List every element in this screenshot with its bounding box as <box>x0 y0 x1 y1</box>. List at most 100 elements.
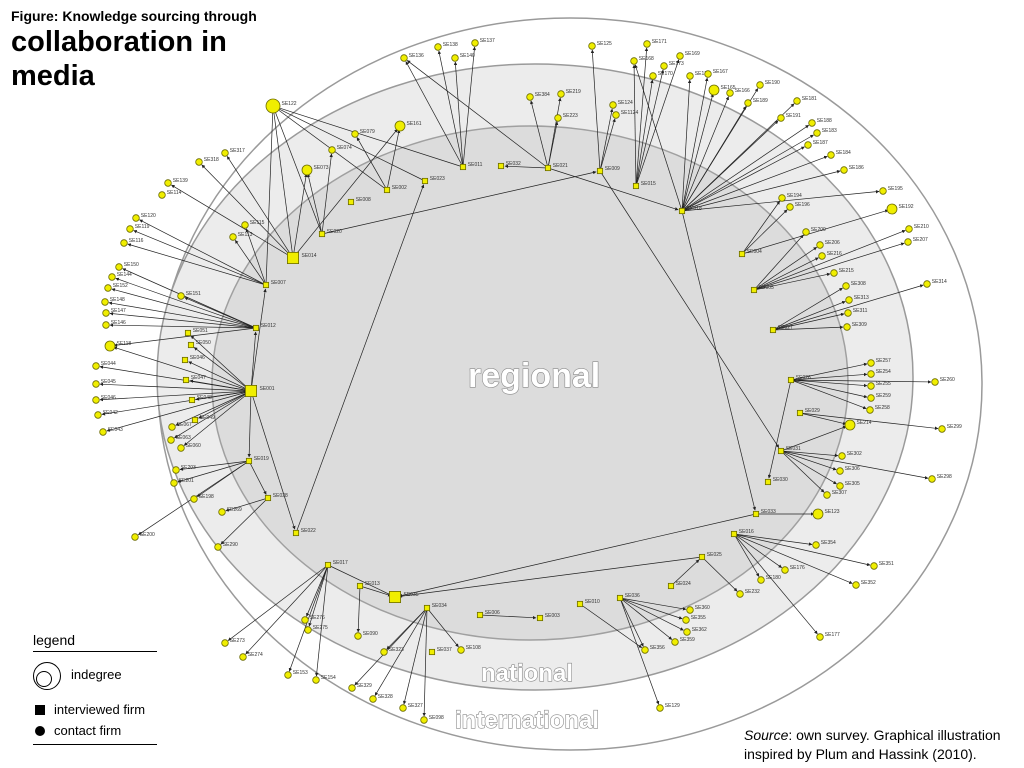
contact-firm-dot <box>115 263 123 271</box>
contact-firm-dot <box>301 164 313 176</box>
contact-firm-dot <box>931 378 939 386</box>
node-label: SE060 <box>186 443 201 449</box>
node-se328: SE328 <box>369 694 393 703</box>
contact-firm-dot <box>757 576 765 584</box>
node-se323: SE323 <box>380 647 404 656</box>
edge-se009-se1124 <box>599 118 616 172</box>
node-label: SE116 <box>129 238 144 244</box>
node-se067: SE067 <box>168 422 192 431</box>
node-se152: SE152 <box>104 283 128 292</box>
contact-firm-dot <box>823 491 831 499</box>
node-se305: SE305 <box>836 481 860 490</box>
node-label: SE257 <box>876 358 891 364</box>
node-label: SE170 <box>658 71 673 77</box>
node-se329: SE329 <box>348 683 372 692</box>
contact-firm-dot <box>102 321 110 329</box>
node-se308: SE308 <box>842 281 866 290</box>
edge-se011-se122 <box>276 106 464 168</box>
node-se192: SE192 <box>886 203 914 215</box>
node-se001: SE001 <box>244 384 275 397</box>
contact-firm-dot <box>99 428 107 436</box>
interviewed-firm-square <box>769 326 777 334</box>
node-label: SE1124 <box>621 110 639 116</box>
node-label: SE021 <box>553 163 568 169</box>
contact-firm-dot <box>420 716 428 724</box>
node-se108: SE108 <box>457 645 481 654</box>
edge-se018-se191 <box>681 120 779 212</box>
node-label: SE153 <box>293 670 308 676</box>
contact-firm-dot <box>284 671 292 679</box>
edge-se036-se129 <box>619 597 660 705</box>
edge-se034-se108 <box>426 607 459 648</box>
edge-se006-se003 <box>479 614 537 620</box>
edge-se004-se196 <box>741 209 788 255</box>
interviewed-firm-square <box>318 230 326 238</box>
node-label: SE200 <box>140 532 155 538</box>
node-label: SE001 <box>260 386 275 392</box>
edge-se018-se189 <box>681 106 747 212</box>
node-label: SE028 <box>273 493 288 499</box>
node-se254: SE254 <box>867 369 891 378</box>
node-se010: SE010 <box>576 599 600 608</box>
node-se210: SE210 <box>905 224 929 233</box>
interviewed-firm-square <box>678 207 686 215</box>
edge-se002-se079 <box>356 137 388 191</box>
interviewed-firm-square <box>356 582 364 590</box>
contact-firm-dot <box>164 179 172 187</box>
node-label: SE184 <box>836 150 851 156</box>
node-se318: SE318 <box>195 157 219 166</box>
edge-se012-se152 <box>111 288 257 329</box>
edge-se014-se139 <box>171 184 294 259</box>
contact-firm-dot <box>104 284 112 292</box>
node-label: SE032 <box>506 161 521 167</box>
contact-firm-dot <box>844 419 856 431</box>
node-se125: SE125 <box>588 41 612 50</box>
node-label: SE020 <box>327 229 342 235</box>
edge-se015-se171 <box>635 47 649 187</box>
node-se014: SE014 <box>286 251 317 264</box>
node-se090: SE090 <box>354 631 378 640</box>
node-label: SE317 <box>230 148 245 154</box>
contact-firm-dot <box>214 543 222 551</box>
legend-interviewed-label: interviewed firm <box>54 702 146 717</box>
contact-firm-dot <box>554 114 562 122</box>
contact-firm-dot <box>804 141 812 149</box>
interviewed-firm-square <box>244 384 257 397</box>
contact-firm-dot <box>170 479 178 487</box>
contact-firm-dot <box>354 632 362 640</box>
node-label: SE050 <box>196 340 211 346</box>
node-label: SE045 <box>101 379 116 385</box>
contact-firm-dot <box>842 282 850 290</box>
node-se351: SE351 <box>870 561 894 570</box>
node-label: SE188 <box>817 118 832 124</box>
node-label: SE042 <box>103 410 118 416</box>
node-label: SE049 <box>200 415 215 421</box>
node-label: SE210 <box>914 224 929 230</box>
node-label: SE154 <box>321 675 336 681</box>
node-label: SE191 <box>786 113 801 119</box>
edge-se012-se151 <box>184 297 257 329</box>
interviewed-firm-square <box>764 478 772 486</box>
edge-se012-se144 <box>115 277 257 329</box>
node-se150: SE150 <box>115 262 139 271</box>
edge-se015-se173 <box>635 69 665 187</box>
node-label: SE098 <box>429 715 444 721</box>
node-label: SE146 <box>111 320 126 326</box>
interviewed-firm-square <box>497 162 505 170</box>
node-label: SE044 <box>101 361 116 367</box>
node-se148: SE148 <box>101 297 125 306</box>
node-label: SE168 <box>639 56 654 62</box>
node-label: SE123 <box>825 509 840 515</box>
contact-firm-dot <box>101 298 109 306</box>
contact-firm-dot <box>867 382 875 390</box>
node-label: SE012 <box>261 323 276 329</box>
edge-se018-se033 <box>681 210 757 511</box>
node-se196: SE196 <box>786 202 810 211</box>
edge-se007-se115 <box>245 228 267 286</box>
node-label: SE043 <box>108 427 123 433</box>
regional-ring <box>211 125 849 641</box>
contact-firm-dot <box>683 628 691 636</box>
interviewed-firm-square <box>698 553 706 561</box>
node-label: SE008 <box>356 197 371 203</box>
node-label: SE125 <box>597 41 612 47</box>
